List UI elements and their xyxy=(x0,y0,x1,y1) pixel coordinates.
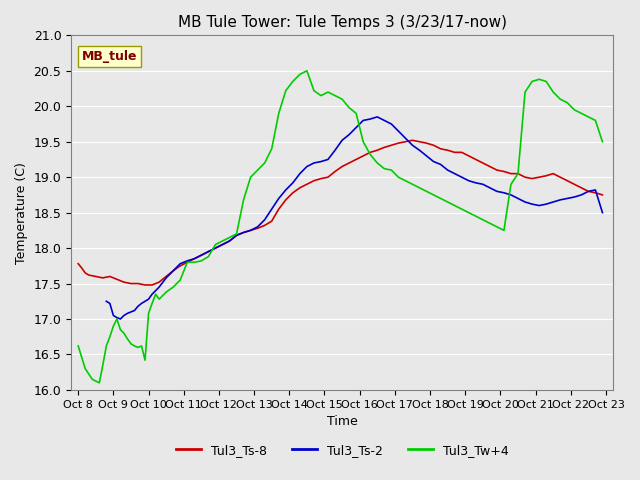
Tul3_Tw+4 xyxy=(303,68,311,73)
Legend: Tul3_Ts-8, Tul3_Ts-2, Tul3_Tw+4: Tul3_Ts-8, Tul3_Ts-2, Tul3_Tw+4 xyxy=(171,439,513,462)
Title: MB Tule Tower: Tule Temps 3 (3/23/17-now): MB Tule Tower: Tule Temps 3 (3/23/17-now… xyxy=(177,15,507,30)
Tul3_Ts-8 xyxy=(177,263,184,269)
Tul3_Ts-8 xyxy=(247,228,255,233)
Tul3_Ts-8 xyxy=(74,261,82,266)
Tul3_Ts-8 xyxy=(289,190,297,196)
Tul3_Ts-2 xyxy=(598,210,606,216)
Tul3_Ts-2 xyxy=(116,316,124,322)
Text: MB_tule: MB_tule xyxy=(82,50,138,63)
Tul3_Tw+4 xyxy=(598,139,606,144)
Tul3_Ts-2 xyxy=(240,229,248,235)
Tul3_Ts-8 xyxy=(303,181,311,187)
Tul3_Ts-2 xyxy=(338,137,346,143)
Line: Tul3_Ts-2: Tul3_Ts-2 xyxy=(106,117,602,319)
Tul3_Ts-8 xyxy=(254,225,262,231)
Tul3_Ts-2 xyxy=(156,284,163,290)
Tul3_Tw+4 xyxy=(500,228,508,233)
Tul3_Ts-2 xyxy=(296,171,304,177)
Tul3_Tw+4 xyxy=(95,380,103,386)
Line: Tul3_Ts-8: Tul3_Ts-8 xyxy=(78,140,602,285)
Tul3_Tw+4 xyxy=(81,366,89,372)
Line: Tul3_Tw+4: Tul3_Tw+4 xyxy=(78,71,602,383)
X-axis label: Time: Time xyxy=(326,415,358,428)
Tul3_Tw+4 xyxy=(472,213,479,219)
Tul3_Tw+4 xyxy=(74,343,82,349)
Tul3_Ts-2 xyxy=(458,174,465,180)
Tul3_Tw+4 xyxy=(317,93,325,98)
Tul3_Ts-8 xyxy=(408,137,416,143)
Tul3_Ts-2 xyxy=(373,114,381,120)
Tul3_Ts-2 xyxy=(124,311,131,316)
Tul3_Ts-8 xyxy=(366,149,374,155)
Y-axis label: Temperature (C): Temperature (C) xyxy=(15,162,28,264)
Tul3_Ts-2 xyxy=(102,299,110,304)
Tul3_Tw+4 xyxy=(282,88,290,94)
Tul3_Ts-8 xyxy=(141,282,149,288)
Tul3_Tw+4 xyxy=(106,334,114,340)
Tul3_Ts-8 xyxy=(598,192,606,198)
